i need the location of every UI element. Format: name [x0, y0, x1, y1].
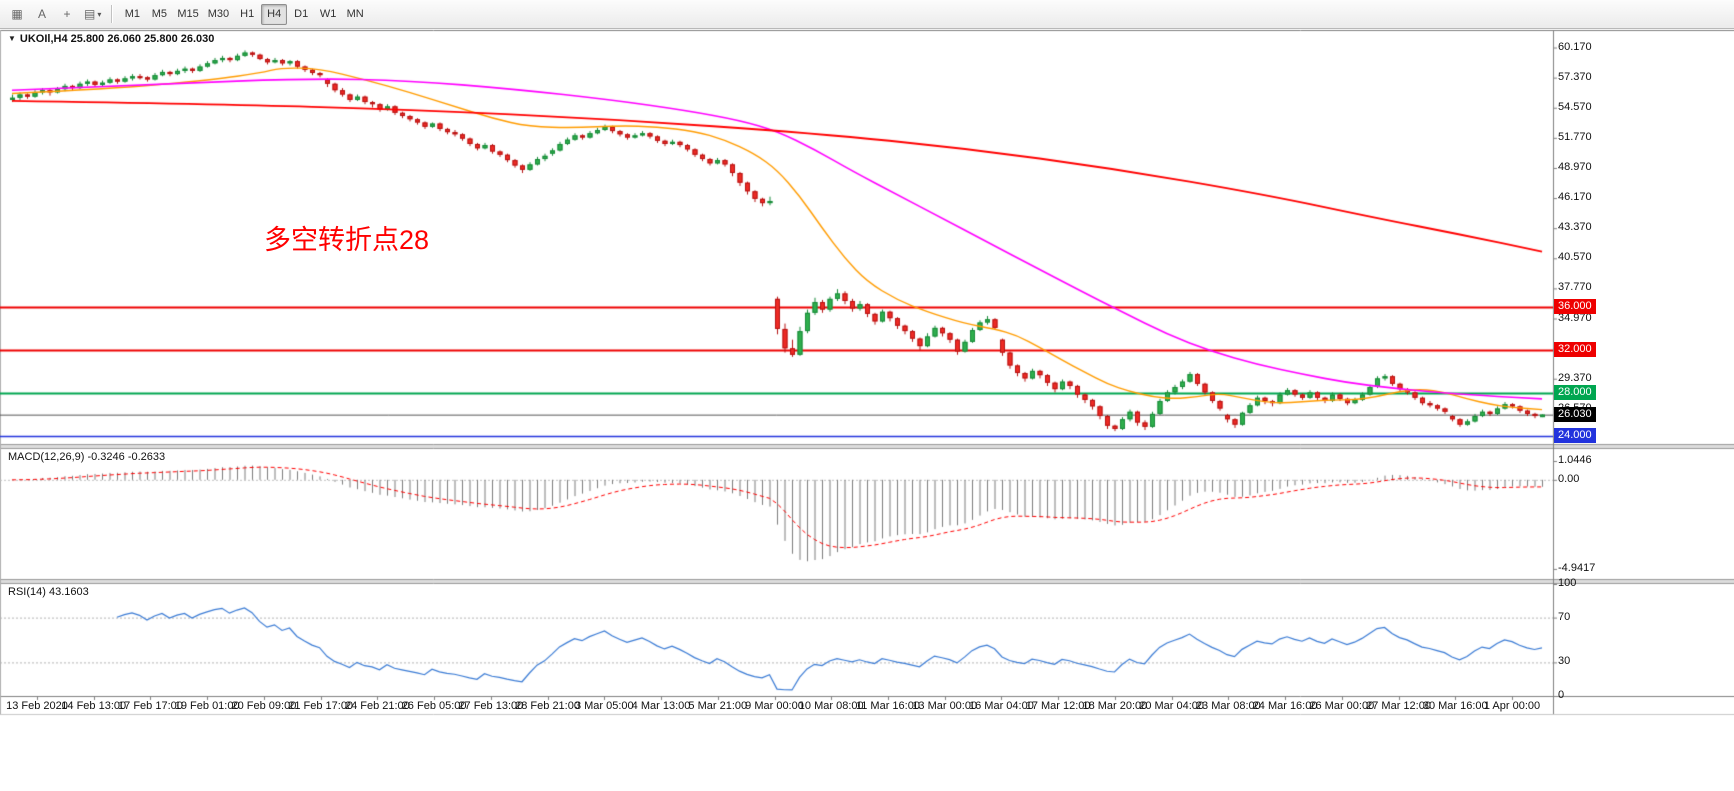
template-icon: ▤	[84, 7, 96, 21]
timeframe-button-m30[interactable]: M30	[204, 4, 233, 25]
timeframe-button-group: M1 M5 M15 M30 H1 H4 D1 W1 MN	[119, 3, 368, 25]
timeframe-button-w1[interactable]: W1	[315, 4, 341, 25]
timeframe-button-m15[interactable]: M15	[173, 4, 202, 25]
text-annotation-icon: A	[37, 7, 46, 21]
timeframe-button-m1[interactable]: M1	[119, 4, 145, 25]
timeframe-button-h4[interactable]: H4	[261, 3, 288, 25]
chart-annotation-text[interactable]: 多空转折点28	[264, 225, 430, 255]
chart-title-text: UKOIl,H4 25.800 26.060 25.800 26.030	[19, 33, 215, 45]
toolbar-icon-group: ▦ A + ▤ ▾	[5, 4, 105, 25]
text-annotation-icon-button[interactable]: A	[30, 4, 54, 25]
chart-title: ▼ UKOIl,H4 25.800 26.060 25.800 26.030	[8, 33, 214, 45]
chart-grid-icon: ▦	[11, 7, 23, 21]
template-icon-button[interactable]: ▤ ▾	[80, 4, 105, 25]
timeframe-button-mn[interactable]: MN	[342, 4, 368, 25]
rsi-label: RSI(14) 43.1603	[8, 586, 89, 598]
crosshair-icon: +	[63, 7, 71, 21]
timeframe-button-h1[interactable]: H1	[234, 4, 260, 25]
timeframe-button-m5[interactable]: M5	[146, 4, 172, 25]
macd-label: MACD(12,26,9) -0.3246 -0.2633	[8, 451, 166, 463]
chart-grid-icon-button[interactable]: ▦	[5, 4, 29, 25]
timeframe-button-d1[interactable]: D1	[288, 4, 314, 25]
collapse-triangle-icon: ▼	[8, 34, 16, 43]
toolbar-separator	[111, 5, 114, 23]
crosshair-icon-button[interactable]: +	[55, 4, 79, 25]
toolbar: ▦ A + ▤ ▾ M1 M5 M15 M30 H1 H4 D1 W1 MN	[0, 0, 1734, 29]
dropdown-caret-icon: ▾	[97, 9, 102, 19]
